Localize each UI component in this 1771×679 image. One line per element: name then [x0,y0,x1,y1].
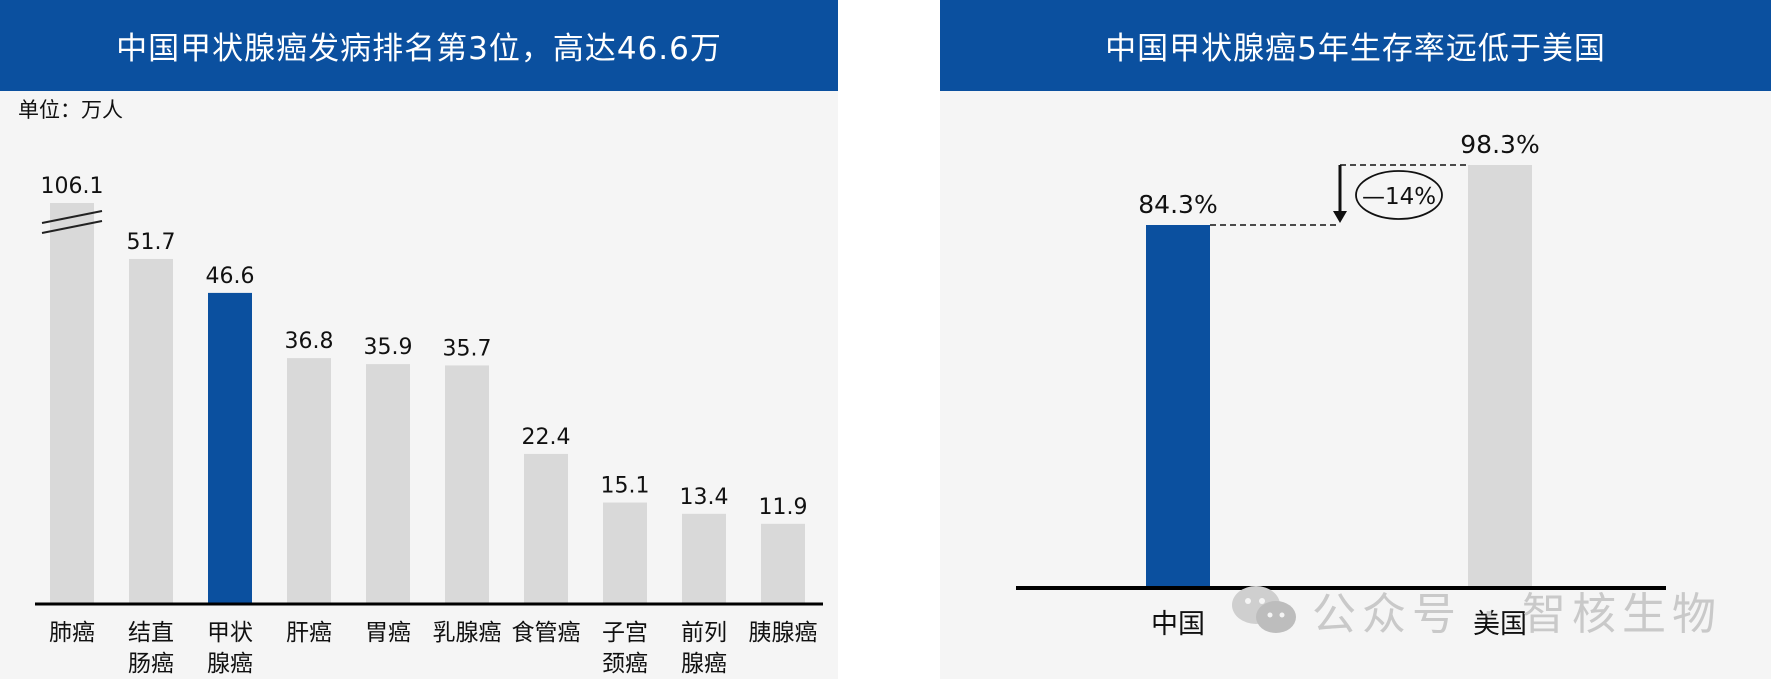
difference-oval [1355,170,1443,220]
unit-label: 单位：万人 [18,98,123,122]
category-label-10: 胰腺癌 [749,620,818,646]
bar-1 [50,203,94,603]
value-label-2: 98.3% [1460,130,1539,159]
bar-8 [603,502,647,603]
value-label-5: 35.9 [364,335,413,360]
bar-4 [287,358,331,603]
bar-中国 [1146,225,1210,588]
category-label-2: 结直 [128,620,174,646]
category-label-1: 中国 [1151,609,1205,640]
value-label-8: 15.1 [601,474,650,499]
category-label-8: 子宫 [602,620,648,646]
survival-title: 中国甲状腺癌5年生存率远低于美国 [940,0,1771,91]
category-label-3: 腺癌 [207,651,253,677]
arrow-head [1333,211,1347,223]
bar-5 [366,364,410,603]
bar-6 [445,365,489,603]
incidence-title: 中国甲状腺癌发病排名第3位，高达46.6万 [0,0,838,91]
wechat-icon [1232,586,1296,633]
category-label-2: 美国 [1473,609,1527,640]
value-label-2: 51.7 [127,230,176,255]
bar-9 [682,513,726,603]
bar-美国 [1468,165,1532,588]
category-label-5: 胃癌 [365,620,411,646]
incidence-panel: 中国甲状腺癌发病排名第3位，高达46.6万 单位：万人 106.1 肺癌 51.7 结… [0,0,838,679]
value-label-7: 22.4 [522,425,571,450]
value-label-10: 11.9 [759,495,808,520]
watermark-text: 公众号 · 智核生物 [1312,589,1722,640]
category-label-3: 甲状 [207,620,253,646]
bar-7 [524,453,568,603]
survival-panel: 中国甲状腺癌5年生存率远低于美国 84.3% 中国 98.3% 美国 —14% [940,0,1771,679]
value-label-4: 36.8 [285,329,334,354]
category-label-9: 腺癌 [681,651,727,677]
category-label-1: 肺癌 [49,620,95,646]
bar-10 [761,523,805,603]
category-label-4: 肝癌 [286,620,332,646]
difference-label: —14% [1362,184,1436,210]
bar-3 [208,292,252,603]
category-label-8: 颈癌 [602,651,648,677]
category-label-7: 食管癌 [512,620,581,646]
value-label-6: 35.7 [443,336,492,361]
value-label-1: 106.1 [41,174,104,199]
survival-bar-chart: 84.3% 中国 98.3% 美国 —14% [1016,130,1666,640]
bar-2 [129,258,173,603]
value-label-1: 84.3% [1138,190,1217,219]
value-label-3: 46.6 [206,264,255,289]
category-label-2: 肠癌 [128,651,174,677]
value-label-9: 13.4 [680,485,729,510]
axis-break-mark [41,220,103,234]
axis-break-mark [41,210,103,224]
category-label-6: 乳腺癌 [433,620,502,646]
category-label-9: 前列 [681,620,727,646]
